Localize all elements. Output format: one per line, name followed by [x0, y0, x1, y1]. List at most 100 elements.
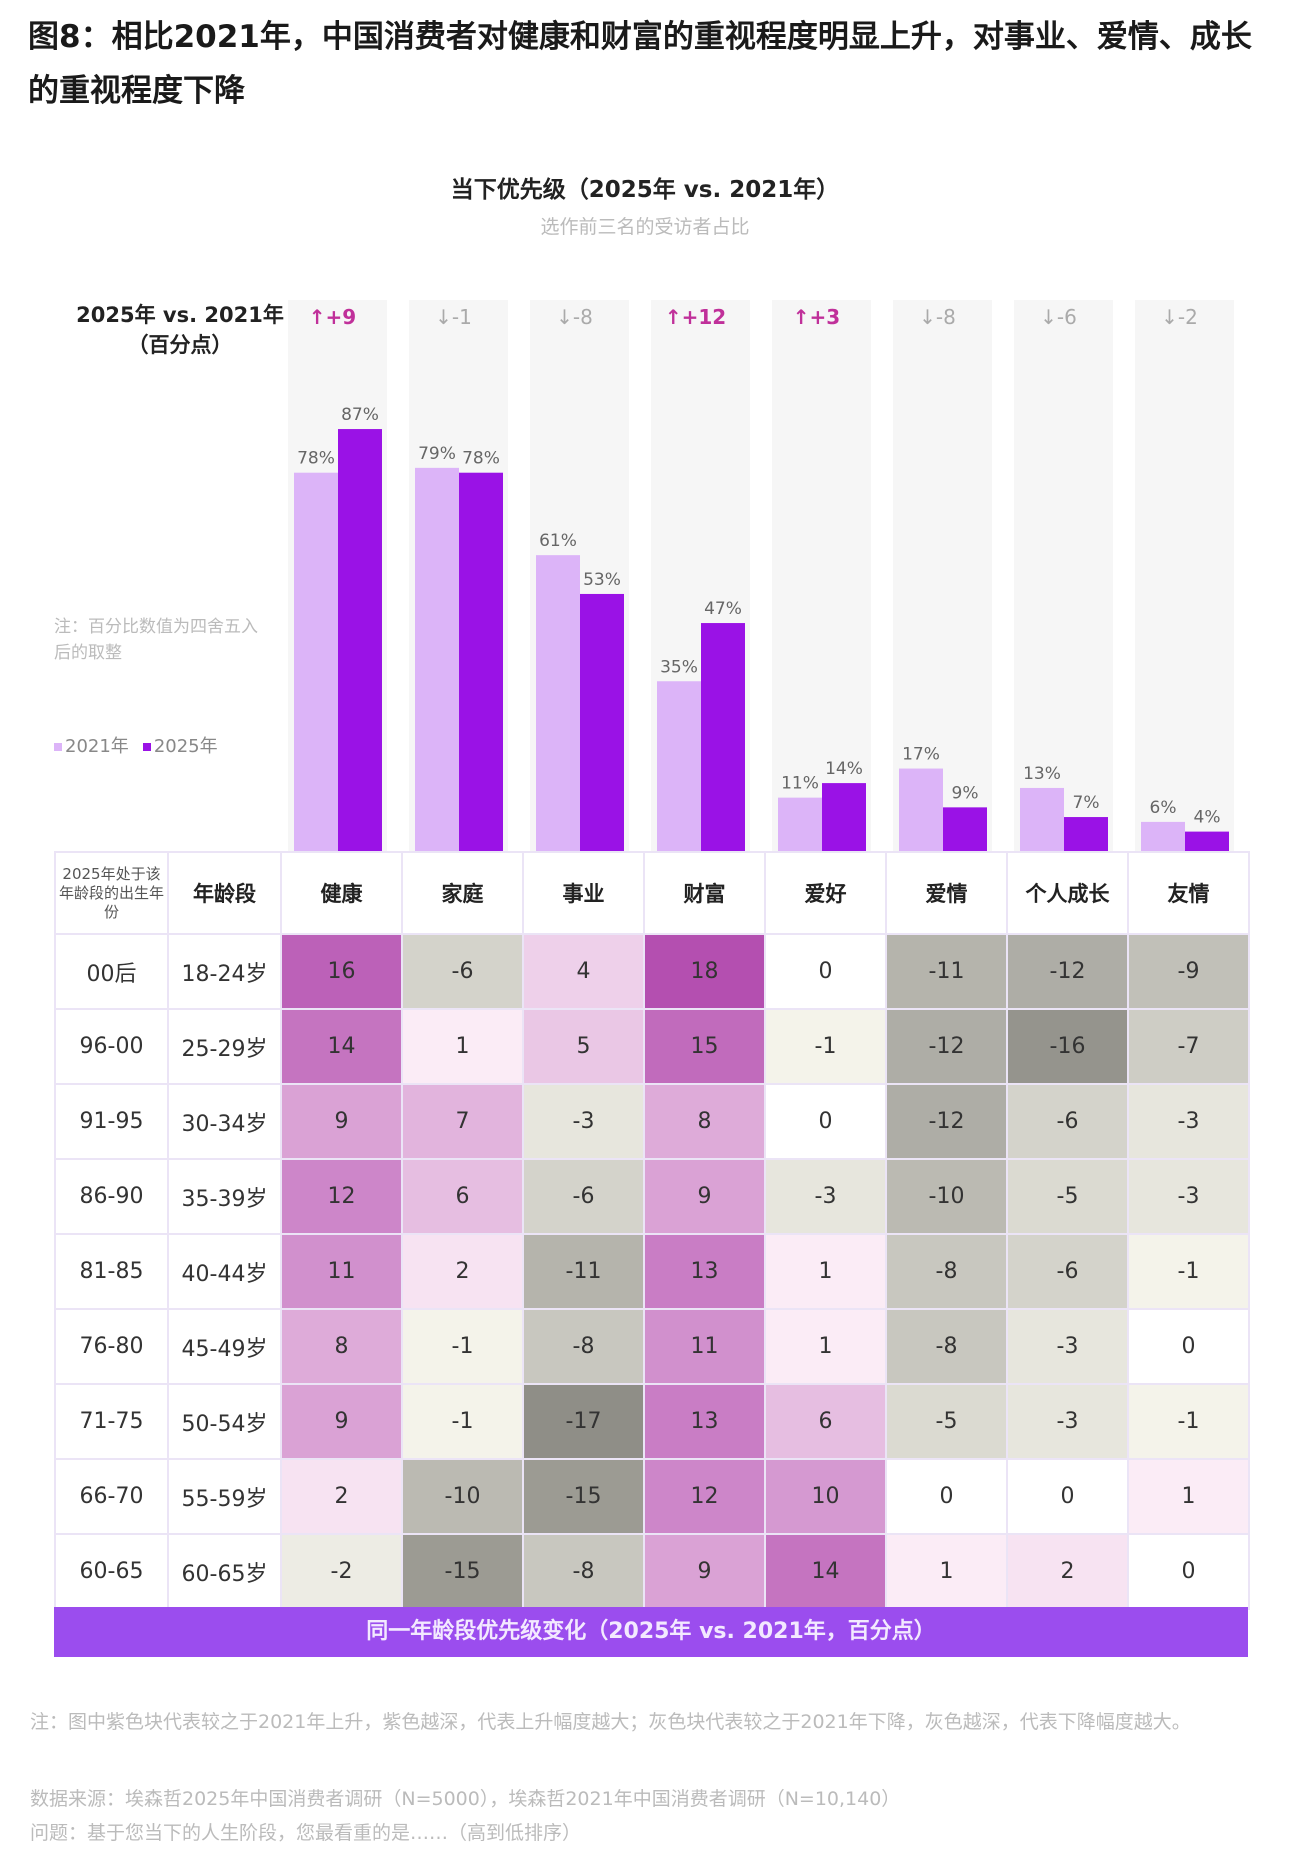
header-age-group: 年龄段 — [167, 851, 282, 935]
heat-cell: -8 — [522, 1533, 645, 1610]
delta-label: ↓-8 — [556, 305, 593, 329]
heat-cell: -15 — [522, 1458, 645, 1535]
heat-cell: 18 — [643, 933, 766, 1010]
header-category: 个人成长 — [1006, 851, 1129, 935]
bar-2025 — [1185, 831, 1229, 851]
heat-cell: 2 — [401, 1233, 524, 1310]
data-source: 数据来源：埃森哲2025年中国消费者调研（N=5000），埃森哲2021年中国消… — [30, 1788, 901, 1810]
bar-2021 — [536, 555, 580, 851]
heat-cell: -1 — [401, 1383, 524, 1460]
heat-cell: -12 — [885, 1008, 1008, 1085]
legend-label-2021: 2021年 — [65, 736, 129, 757]
birth-year-cell: 86-90 — [54, 1158, 169, 1235]
heat-cell: -12 — [885, 1083, 1008, 1160]
bar-2021 — [294, 472, 338, 851]
birth-year-cell: 81-85 — [54, 1233, 169, 1310]
header-category: 家庭 — [401, 851, 524, 935]
delta-unit: （百分点） — [127, 333, 233, 357]
table-row: 86-90 35-39岁 12 6 -6 9 -3 -10 -5 -3 — [54, 1158, 1250, 1235]
heat-cell: 8 — [643, 1083, 766, 1160]
heat-cell: 0 — [885, 1458, 1008, 1535]
heat-cell: -11 — [522, 1233, 645, 1310]
heat-cell: 1 — [764, 1233, 887, 1310]
heat-cell: -5 — [885, 1383, 1008, 1460]
birth-year-cell: 76-80 — [54, 1308, 169, 1385]
heat-cell: -1 — [764, 1008, 887, 1085]
heatmap-header-row: 2025年处于该年龄段的出生年份 年龄段 健康 家庭 事业 财富 爱好 爱情 个人成长 友情 — [54, 851, 1250, 935]
legend: 2021年 2025年 — [54, 732, 218, 758]
bar-2025 — [459, 472, 503, 851]
heat-cell: -8 — [885, 1233, 1008, 1310]
heat-cell: -5 — [1006, 1158, 1129, 1235]
figure-title: 图8：相比2021年，中国消费者对健康和财富的重视程度明显上升，对事业、爱情、成… — [28, 19, 1252, 109]
heat-cell: 16 — [280, 933, 403, 1010]
heat-cell: -6 — [1006, 1083, 1129, 1160]
delta-label: ↓-1 — [435, 305, 472, 329]
bar-2025 — [1064, 817, 1108, 851]
heat-cell: -3 — [1006, 1383, 1129, 1460]
delta-label: ↓-8 — [919, 305, 956, 329]
column-background — [1135, 300, 1234, 851]
bar-value-label: 7% — [1073, 793, 1100, 813]
bar-value-label: 4% — [1194, 808, 1221, 828]
heat-cell: 4 — [522, 933, 645, 1010]
heat-cell: 2 — [280, 1458, 403, 1535]
delta-label: ↑+12 — [665, 305, 726, 329]
heat-cell: -3 — [764, 1158, 887, 1235]
bar-value-label: 17% — [902, 745, 940, 765]
bar-value-label: 47% — [704, 599, 742, 619]
bar-value-label: 11% — [781, 774, 819, 794]
heat-cell: -7 — [1127, 1008, 1250, 1085]
heat-cell: -17 — [522, 1383, 645, 1460]
heat-cell: 7 — [401, 1083, 524, 1160]
survey-question: 问题：基于您当下的人生阶段，您最看重的是……（高到低排序） — [30, 1822, 582, 1844]
bar-2025 — [943, 807, 987, 851]
heat-cell: -3 — [522, 1083, 645, 1160]
heat-cell: -10 — [401, 1458, 524, 1535]
bar-2025 — [822, 783, 866, 851]
age-group-cell: 18-24岁 — [167, 933, 282, 1010]
birth-year-cell: 60-65 — [54, 1533, 169, 1610]
age-group-cell: 40-44岁 — [167, 1233, 282, 1310]
table-row: 60-65 60-65岁 -2 -15 -8 9 14 1 2 0 — [54, 1533, 1250, 1610]
birth-year-cell: 00后 — [54, 933, 169, 1010]
table-row: 76-80 45-49岁 8 -1 -8 11 1 -8 -3 0 — [54, 1308, 1250, 1385]
bar-2025 — [701, 623, 745, 851]
bar-value-label: 9% — [952, 783, 979, 803]
heat-cell: 1 — [401, 1008, 524, 1085]
delta-label: ↑+3 — [793, 305, 840, 329]
bar-value-label: 78% — [297, 449, 335, 469]
bar-value-label: 87% — [341, 405, 379, 425]
heat-cell: 1 — [1127, 1458, 1250, 1535]
bar-chart: ↑+9 78% 87% ↓-1 79% 78% ↓-8 61% 53% ↑+12 35% 47% ↑+3… — [288, 300, 1234, 851]
table-row: 71-75 50-54岁 9 -1 -17 13 6 -5 -3 -1 — [54, 1383, 1250, 1460]
heat-cell: 6 — [764, 1383, 887, 1460]
rounding-note: 注：百分比数值为四舍五入后的取整 — [54, 617, 258, 663]
table-row: 96-00 25-29岁 14 1 5 15 -1 -12 -16 -7 — [54, 1008, 1250, 1085]
heat-cell: 2 — [1006, 1533, 1129, 1610]
birth-year-cell: 66-70 — [54, 1458, 169, 1535]
table-row: 66-70 55-59岁 2 -10 -15 12 10 0 0 1 — [54, 1458, 1250, 1535]
bar-value-label: 14% — [825, 759, 863, 779]
bar-value-label: 13% — [1023, 764, 1061, 784]
heat-cell: -6 — [522, 1158, 645, 1235]
bar-2021 — [1141, 821, 1185, 851]
table-row: 00后 18-24岁 16 -6 4 18 0 -11 -12 -9 — [54, 933, 1250, 1010]
heat-cell: 10 — [764, 1458, 887, 1535]
heat-cell: -3 — [1127, 1158, 1250, 1235]
header-birth-year: 2025年处于该年龄段的出生年份 — [54, 851, 169, 935]
heat-cell: -1 — [1127, 1233, 1250, 1310]
heat-cell: 5 — [522, 1008, 645, 1085]
heat-cell: 11 — [280, 1233, 403, 1310]
delta-label: 2025年 vs. 2021年 — [76, 303, 284, 327]
heat-cell: -1 — [1127, 1383, 1250, 1460]
heat-cell: -3 — [1006, 1308, 1129, 1385]
heat-cell: 0 — [1127, 1533, 1250, 1610]
heat-cell: 12 — [643, 1458, 766, 1535]
header-category: 财富 — [643, 851, 766, 935]
heat-cell: 14 — [280, 1008, 403, 1085]
age-group-cell: 60-65岁 — [167, 1533, 282, 1610]
heat-cell: 0 — [764, 1083, 887, 1160]
heat-cell: -6 — [401, 933, 524, 1010]
heat-cell: 13 — [643, 1383, 766, 1460]
